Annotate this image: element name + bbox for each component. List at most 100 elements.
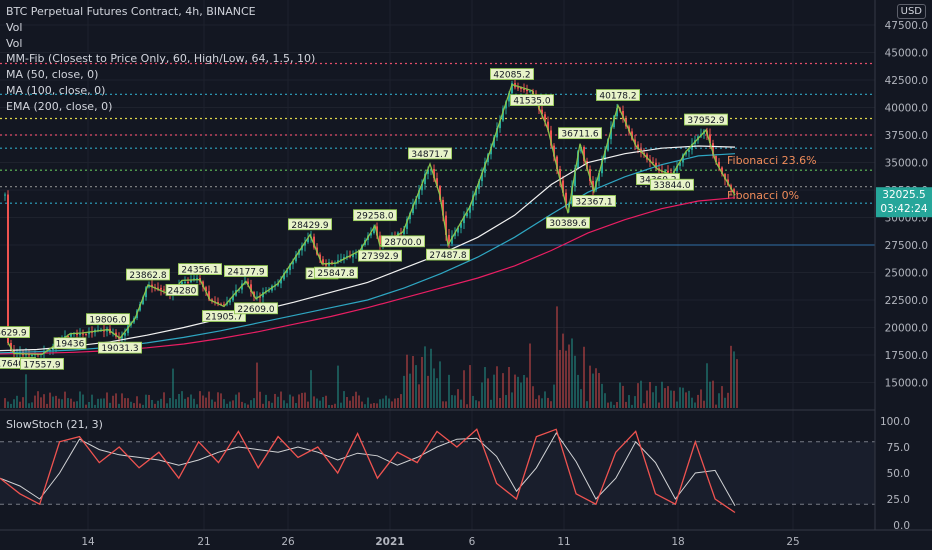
- volume-bar: [724, 397, 726, 408]
- candle-body: [223, 304, 225, 306]
- volume-bar: [214, 401, 216, 408]
- time-axis[interactable]: 14 21 26 2021 6 11 18 25: [0, 529, 932, 548]
- candle-body: [721, 167, 723, 175]
- indicator-ma100[interactable]: MA (100, close, 0): [6, 83, 106, 97]
- volume-bar: [730, 345, 732, 408]
- volume-bar: [493, 374, 495, 408]
- volume-bar: [517, 376, 519, 408]
- candle-body: [127, 325, 129, 333]
- candle-body: [457, 227, 459, 233]
- fib-label-5: Fibonacci 23.6%: [727, 154, 817, 167]
- time-tick-0: 14: [81, 536, 95, 548]
- volume-bar: [661, 381, 663, 408]
- volume-bar: [184, 398, 186, 408]
- volume-bar: [106, 392, 108, 408]
- candle-body: [517, 87, 519, 89]
- price-tick-10: 22500.0: [885, 295, 928, 307]
- candle-body: [157, 287, 159, 289]
- pivot-label-24: 32367.1: [575, 197, 612, 207]
- volume-bar: [253, 398, 255, 408]
- volume-bar: [565, 350, 567, 408]
- candle-body: [430, 169, 432, 171]
- pivot-label-20: 42085.2: [493, 71, 530, 81]
- volume-bar: [208, 391, 210, 408]
- indicator-ema200[interactable]: EMA (200, close, 0): [6, 99, 113, 113]
- volume-bar: [607, 402, 609, 408]
- volume-bar: [175, 399, 177, 408]
- price-tick-11: 20000.0: [885, 323, 928, 335]
- volume-bar: [712, 380, 714, 408]
- volume-bar: [73, 401, 75, 408]
- volume-bar: [43, 394, 45, 408]
- candle-body: [439, 186, 441, 200]
- volume-bar: [358, 395, 360, 408]
- volume-bar: [379, 399, 381, 408]
- candle-body: [475, 189, 477, 196]
- candle-body: [493, 137, 495, 147]
- volume-bar: [97, 398, 99, 408]
- oscillator-title[interactable]: SlowStoch (21, 3): [6, 418, 103, 431]
- candle-body: [205, 287, 207, 292]
- volume-bar: [307, 401, 309, 408]
- volume-bar: [430, 348, 432, 408]
- volume-bar: [28, 403, 30, 408]
- volume-bar: [406, 354, 408, 408]
- candle-body: [412, 204, 414, 214]
- volume-bar: [190, 394, 192, 408]
- pivot-label-box-9: [201, 310, 246, 322]
- volume-bar: [259, 391, 261, 408]
- candle-body: [355, 253, 357, 255]
- candle-body: [589, 169, 591, 181]
- volume-bar: [322, 397, 324, 408]
- candle-body: [379, 235, 381, 245]
- volume-bar: [286, 403, 288, 408]
- pivot-label-2: 17557.9: [23, 360, 60, 370]
- volume-bar: [292, 396, 294, 408]
- candle-body: [673, 171, 675, 176]
- volume-bar: [64, 391, 66, 408]
- volume-bar: [529, 343, 531, 408]
- volume-bar: [736, 359, 738, 408]
- candle-body: [247, 281, 249, 285]
- currency-button[interactable]: USD: [896, 4, 926, 19]
- pivot-label-25: 40178.2: [599, 92, 636, 102]
- indicator-ma50[interactable]: MA (50, close, 0): [6, 68, 99, 82]
- volume-bar: [274, 393, 276, 408]
- indicator-vol-2[interactable]: Vol: [6, 36, 23, 50]
- indicator-vol-1[interactable]: Vol: [6, 20, 23, 34]
- volume-bar: [157, 400, 159, 408]
- pivot-label-14: 25847.8: [317, 269, 354, 279]
- candle-body: [250, 284, 252, 292]
- volume-bar: [151, 399, 153, 408]
- volume-bar: [676, 401, 678, 408]
- candle-body: [277, 283, 279, 286]
- indicator-mm-fib[interactable]: MM-Fib (Closest to Price Only, 60, High/…: [6, 52, 316, 66]
- volume-bar: [418, 384, 420, 408]
- candle-body: [460, 223, 462, 228]
- volume-bar: [562, 333, 564, 408]
- volume-bar: [46, 403, 48, 408]
- candle-body: [79, 333, 81, 336]
- volume-bar: [496, 366, 498, 408]
- volume-bar: [715, 404, 717, 408]
- pivot-label-27: 33844.0: [653, 181, 690, 191]
- oscillator-axis[interactable]: 100.0 75.0 50.0 25.0 0.0: [880, 416, 910, 532]
- candle-body: [190, 280, 192, 283]
- volume-bar: [511, 392, 513, 408]
- volume-bar: [82, 394, 84, 408]
- volume-bar: [397, 398, 399, 408]
- volume-bar: [70, 398, 72, 408]
- volume-bar: [568, 344, 570, 408]
- volume-bar: [169, 398, 171, 408]
- volume-bar: [574, 355, 576, 408]
- volume-bar: [589, 365, 591, 408]
- volume-bar: [154, 403, 156, 408]
- candle-body: [76, 333, 78, 336]
- volume-bar: [244, 403, 246, 408]
- chart-title[interactable]: BTC Perpetual Futures Contract, 4h, BINA…: [6, 5, 256, 18]
- volume-bar: [514, 374, 516, 408]
- price-axis[interactable]: 47500.0 45000.0 42500.0 40000.0 37500.0 35000…: [874, 0, 932, 550]
- candle-body: [469, 205, 471, 213]
- pivot-label-box-6: [126, 268, 171, 281]
- volume-bar: [67, 398, 69, 408]
